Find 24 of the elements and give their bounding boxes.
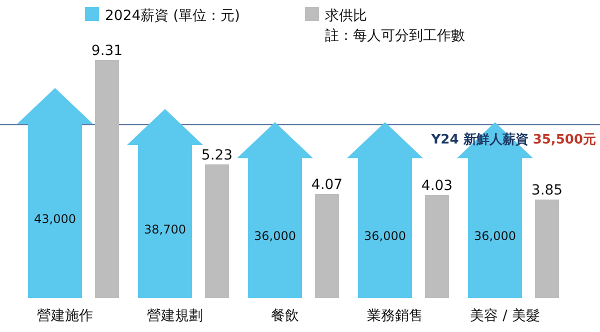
data-label: 43,000	[34, 212, 76, 226]
x-tick-label: 餐飲	[271, 308, 299, 324]
bar	[95, 60, 119, 298]
bar	[315, 194, 339, 298]
bar	[425, 194, 449, 298]
data-label: 4.03	[421, 178, 453, 194]
data-label: 9.31	[91, 43, 123, 59]
legend-label: 求供比	[325, 8, 367, 24]
ref-line-label: Y24 新鮮人薪資 35,500元	[430, 132, 596, 148]
data-label: 36,000	[254, 229, 296, 244]
data-label: 38,700	[144, 222, 186, 236]
x-tick-label: 營建施作	[37, 308, 93, 324]
data-label: 5.23	[201, 147, 233, 164]
bar	[535, 200, 559, 298]
legend-label: 2024薪資 (單位：元)	[105, 8, 240, 24]
data-label: 3.85	[531, 182, 563, 199]
data-label: 4.07	[311, 176, 343, 193]
bar	[205, 164, 229, 298]
x-tick-label: 業務銷售	[367, 308, 423, 324]
x-tick-label: 營建規劃	[147, 308, 203, 324]
data-label: 36,000	[364, 229, 406, 244]
data-label: 36,000	[474, 229, 516, 244]
text: 註：每人可分到工作數	[325, 28, 465, 44]
x-tick-label: 美容 / 美髮	[470, 308, 540, 324]
